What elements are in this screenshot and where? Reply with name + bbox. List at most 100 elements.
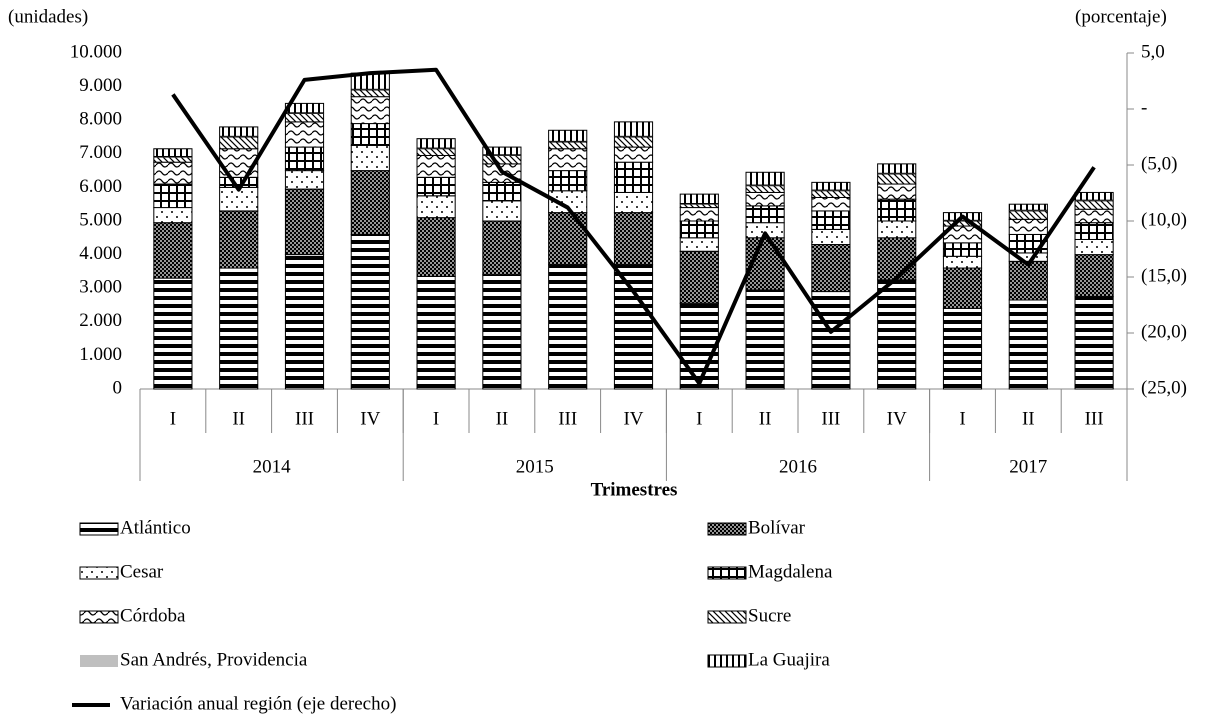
legend-swatch [79,610,119,624]
y2-tick-label: - [1141,97,1147,118]
y-tick-label: 1.000 [79,344,122,365]
y2-axis-label: (porcentaje) [1075,6,1167,27]
x-tick-label: III [821,408,840,429]
bar-segment [482,146,522,156]
bar-segment [350,89,390,98]
group-label: 2016 [779,456,817,477]
x-tick-label: II [232,408,245,429]
bar-segment [613,191,654,214]
bar-segment [153,207,193,224]
bar-segment [416,176,456,197]
bar-segment [153,277,193,390]
y-tick-label: 7.000 [79,142,122,163]
bar-segment [811,181,851,191]
bar-segment [679,207,719,222]
legend-swatch [79,522,119,536]
bar-segment [153,156,193,163]
legend-label: San Andrés, Providencia [120,649,308,670]
bar-segment [482,200,522,222]
bar-segment [284,121,325,148]
bar-segment [679,237,719,252]
bar-segment [153,161,193,185]
bar-segment [613,146,654,163]
bar-segment [811,196,851,212]
y2-tick-label: 5,0 [1141,41,1165,62]
bar-segment [745,185,785,193]
bar-segment [416,138,456,149]
bar-segment [1074,208,1114,224]
group-label: 2017 [1009,456,1047,477]
bar-segment [153,222,193,279]
bar-segment [219,126,259,137]
bar-segment [1074,191,1114,201]
bar-segment [679,193,719,205]
bar-segment [811,228,851,246]
bar-segment [153,148,193,157]
bar-segment [942,242,983,257]
y-tick-label: 8.000 [79,109,122,130]
y-tick-label: 9.000 [79,75,122,96]
y2-tick-label: (5,0) [1141,153,1177,174]
bar-segment [284,254,325,390]
x-tick-label: II [496,408,509,429]
bar-segment [350,96,390,125]
bar-segment [877,183,917,200]
bar-segment [284,170,325,190]
x-tick-label: IV [887,408,907,429]
bar-segment [219,136,259,150]
y2-tick-label: (25,0) [1141,377,1187,398]
bar-segment [482,154,522,165]
legend-label: Córdoba [120,605,186,626]
bar-segment [416,217,456,277]
y-tick-label: 10.000 [70,41,122,62]
bar-segment [1074,296,1114,390]
bar-segment [745,205,785,224]
bar-segment [482,220,522,276]
legend-label: Cesar [120,561,164,582]
bar-segment [745,289,785,390]
bar-segment [679,302,719,390]
bar-segment [219,210,259,269]
bar-segment [1074,254,1114,298]
bar-segment [350,170,390,235]
y2-tick-label: (20,0) [1141,321,1187,342]
legend-swatch [79,566,119,580]
bar-segment [613,136,654,148]
bar-segment [613,161,654,193]
x-tick-label: I [959,408,965,429]
legend-label: Sucre [748,605,791,626]
x-tick-label: III [1085,408,1104,429]
bar-segment [219,267,259,390]
legend-label: La Guajira [748,649,830,670]
bar-segment [811,190,851,198]
bar-segment [153,183,193,209]
x-tick-label: II [759,408,772,429]
x-tick-label: IV [360,408,380,429]
bar-segment [811,291,851,390]
bar-segment [679,250,719,304]
line-series [171,67,1096,386]
legend-swatch [707,610,747,624]
bar-segment [350,123,390,146]
bar-segment [284,188,325,256]
bar-segment [1008,218,1048,235]
bar-segment [1008,260,1048,301]
y-tick-label: 0 [113,377,123,398]
bar-segment [284,112,325,123]
bar-segment [811,210,851,230]
bar-segment [877,163,917,174]
bar-segment [548,148,588,172]
bar-segment [1074,238,1114,256]
bar-segment [350,144,390,172]
legend-label: Atlántico [120,517,191,538]
x-tick-label: III [295,408,314,429]
bar-segment [1074,200,1114,210]
bar-segment [877,220,917,239]
x-tick-label: IV [623,408,643,429]
bar-segment [877,279,917,390]
bar-segment [416,154,456,178]
group-label: 2014 [253,456,292,477]
bar-segment [416,148,456,156]
bar-segment [548,129,588,142]
bar-segment [942,255,983,269]
